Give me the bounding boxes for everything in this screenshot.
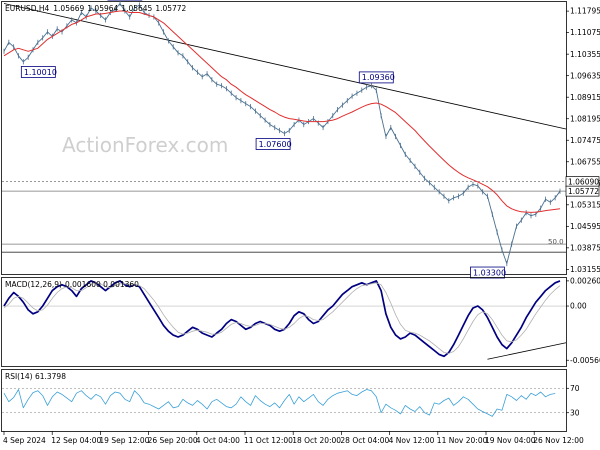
rsi-series-0-line xyxy=(3,389,556,417)
x-tick-label: 19 Nov 04:00 xyxy=(485,436,536,445)
price-ytick-label: 1.10355 xyxy=(570,50,600,59)
price-hline-label: 1.05772 xyxy=(568,187,599,196)
price-series-1-line xyxy=(3,10,561,213)
price-ytick-label: 1.03875 xyxy=(570,243,600,252)
rsi-panel-frame xyxy=(1,369,567,432)
x-tick-label: 11 Oct 12:00 xyxy=(244,436,293,445)
x-tick-label: 4 Oct 04:00 xyxy=(196,436,240,445)
x-tick-label: 12 Sep 04:00 xyxy=(51,436,101,445)
macd-ytick-label: -0.005604 xyxy=(570,356,600,365)
x-tick-label: 28 Oct 04:00 xyxy=(340,436,389,445)
x-tick-label: 26 Sep 20:00 xyxy=(148,436,198,445)
price-ytick-label: 1.03155 xyxy=(570,265,600,274)
price-ytick-label: 1.06755 xyxy=(570,157,600,166)
level-annotation-box xyxy=(255,138,291,150)
macd-trendline xyxy=(487,342,567,360)
price-trendline xyxy=(3,3,567,130)
level-annotation-box xyxy=(20,66,56,78)
price-ytick-label: 1.11795 xyxy=(570,7,600,16)
price-hline-label: 1.06090 xyxy=(568,177,599,186)
level-annotation-label: 1.03300 xyxy=(473,268,506,277)
price-series-0-line xyxy=(3,3,561,264)
price-ytick-label: 1.08195 xyxy=(570,114,600,123)
macd-ytick-label: 0.002603 xyxy=(570,276,600,285)
price-ytick-label: 1.11075 xyxy=(570,28,600,37)
macd-panel-title: MACD(12,26,9) 0.001600 0.001360 xyxy=(5,280,139,289)
level-annotation-label: 1.07600 xyxy=(259,140,292,149)
macd-series-0-line xyxy=(3,280,561,358)
macd-series-1-line xyxy=(3,282,561,354)
level-annotation-label: 1.09360 xyxy=(362,73,395,82)
price-ytick-label: 1.05315 xyxy=(570,200,600,209)
rsi-panel: 70 30 RSI(14) 61.3798 xyxy=(1,369,580,432)
x-tick-label: 4 Sep 2024 xyxy=(3,436,46,445)
level-annotation-box xyxy=(358,71,394,84)
level-annotation-label: 1.10010 xyxy=(24,68,57,77)
macd-panel: 0.002603 0.00 -0.005604 MACD(12,26,9)0.001… xyxy=(1,276,600,367)
fib-level-label: 50.0 xyxy=(548,238,564,246)
macd-ytick-label: 0.00 xyxy=(570,302,587,311)
x-tick-label: 11 Nov 20:00 xyxy=(437,436,488,445)
rsi-panel-title: RSI(14) 61.3798 xyxy=(5,372,66,381)
price-ytick-label: 1.09635 xyxy=(570,71,600,80)
price-ytick-label: 1.07475 xyxy=(570,136,600,145)
x-tick-label: 18 Oct 20:00 xyxy=(292,436,341,445)
price-hline-label-box xyxy=(565,185,600,197)
rsi-ytick-label: 30 xyxy=(570,408,580,417)
x-tick-label: 4 Nov 12:00 xyxy=(389,436,435,445)
price-panel: ActionForex.com 1.11795 1.11075 1.10355 1.0… xyxy=(1,0,600,279)
price-ytick-label: 1.04595 xyxy=(570,222,600,231)
rsi-ytick-label: 70 xyxy=(570,384,580,393)
level-annotation-box xyxy=(470,266,505,279)
x-tick-label: 19 Sep 12:00 xyxy=(99,436,149,445)
macd-panel-frame xyxy=(1,277,567,367)
x-tick-label: 26 Nov 12:00 xyxy=(533,436,584,445)
price-ytick-label: 1.08915 xyxy=(570,93,600,102)
watermark: ActionForex.com xyxy=(62,133,228,157)
price-panel-frame xyxy=(1,1,567,275)
price-panel-title: EURUSD,H4 1.05669 1.05964 1.05645 1.05772 xyxy=(5,4,187,13)
